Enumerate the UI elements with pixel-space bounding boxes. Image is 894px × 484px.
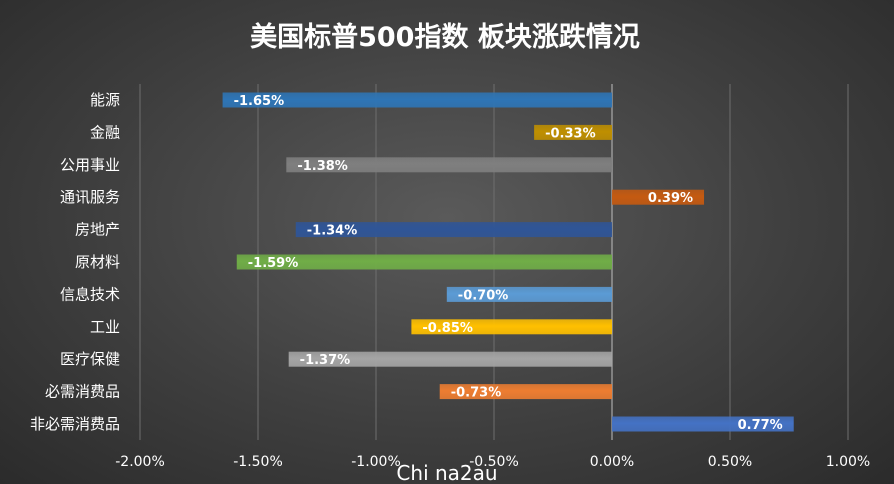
data-label: -1.38% — [297, 159, 348, 174]
x-tick-label: 0.00% — [590, 454, 634, 470]
data-labels: -1.65% -0.33% -1.38% 0.39% -1.34% -1.59% -0.70… — [234, 94, 783, 433]
bar — [236, 254, 612, 270]
data-label: -1.59% — [248, 256, 299, 271]
data-label: -1.34% — [307, 224, 358, 239]
data-label: -1.65% — [234, 94, 285, 109]
data-label: -0.70% — [458, 288, 509, 303]
category-label: 金融 — [90, 123, 120, 141]
category-label: 能源 — [90, 91, 120, 109]
category-label: 非必需消费品 — [30, 415, 120, 433]
category-label: 工业 — [90, 318, 120, 336]
category-label: 房地产 — [75, 221, 120, 239]
x-tick-label: -1.00% — [351, 454, 401, 470]
bar — [411, 319, 612, 335]
data-label: -1.37% — [300, 353, 351, 368]
category-label: 医疗保健 — [60, 350, 120, 368]
data-label: 0.39% — [648, 191, 693, 206]
bar — [612, 416, 794, 432]
x-tick-label: -2.00% — [115, 454, 165, 470]
bar — [286, 157, 612, 173]
data-label: 0.77% — [738, 418, 783, 433]
bar — [612, 189, 705, 205]
chart-title: 美国标普500指数 板块涨跌情况 — [250, 21, 640, 53]
x-tick-labels: -2.00% -1.50% -1.00% -0.50% 0.00% 0.50% 1.00% — [115, 454, 870, 470]
bar — [222, 92, 612, 108]
bar — [288, 351, 612, 367]
bar — [534, 124, 612, 140]
x-tick-label: 0.50% — [708, 454, 752, 470]
x-tick-label: -1.50% — [233, 454, 283, 470]
bar — [295, 222, 612, 238]
category-label: 信息技术 — [60, 285, 120, 303]
data-label: -0.85% — [422, 321, 473, 336]
category-label: 通讯服务 — [60, 188, 120, 206]
category-label: 原材料 — [75, 253, 120, 271]
data-label: -0.73% — [451, 386, 502, 401]
category-label: 必需消费品 — [45, 383, 120, 401]
bar — [439, 384, 612, 400]
bars — [222, 92, 794, 432]
category-label: 公用事业 — [60, 156, 120, 174]
watermark: Chi na2au — [396, 461, 497, 484]
bar — [446, 286, 612, 302]
data-label: -0.33% — [545, 126, 596, 141]
x-tick-label: 1.00% — [826, 454, 870, 470]
x-tick-label: -0.50% — [469, 454, 519, 470]
